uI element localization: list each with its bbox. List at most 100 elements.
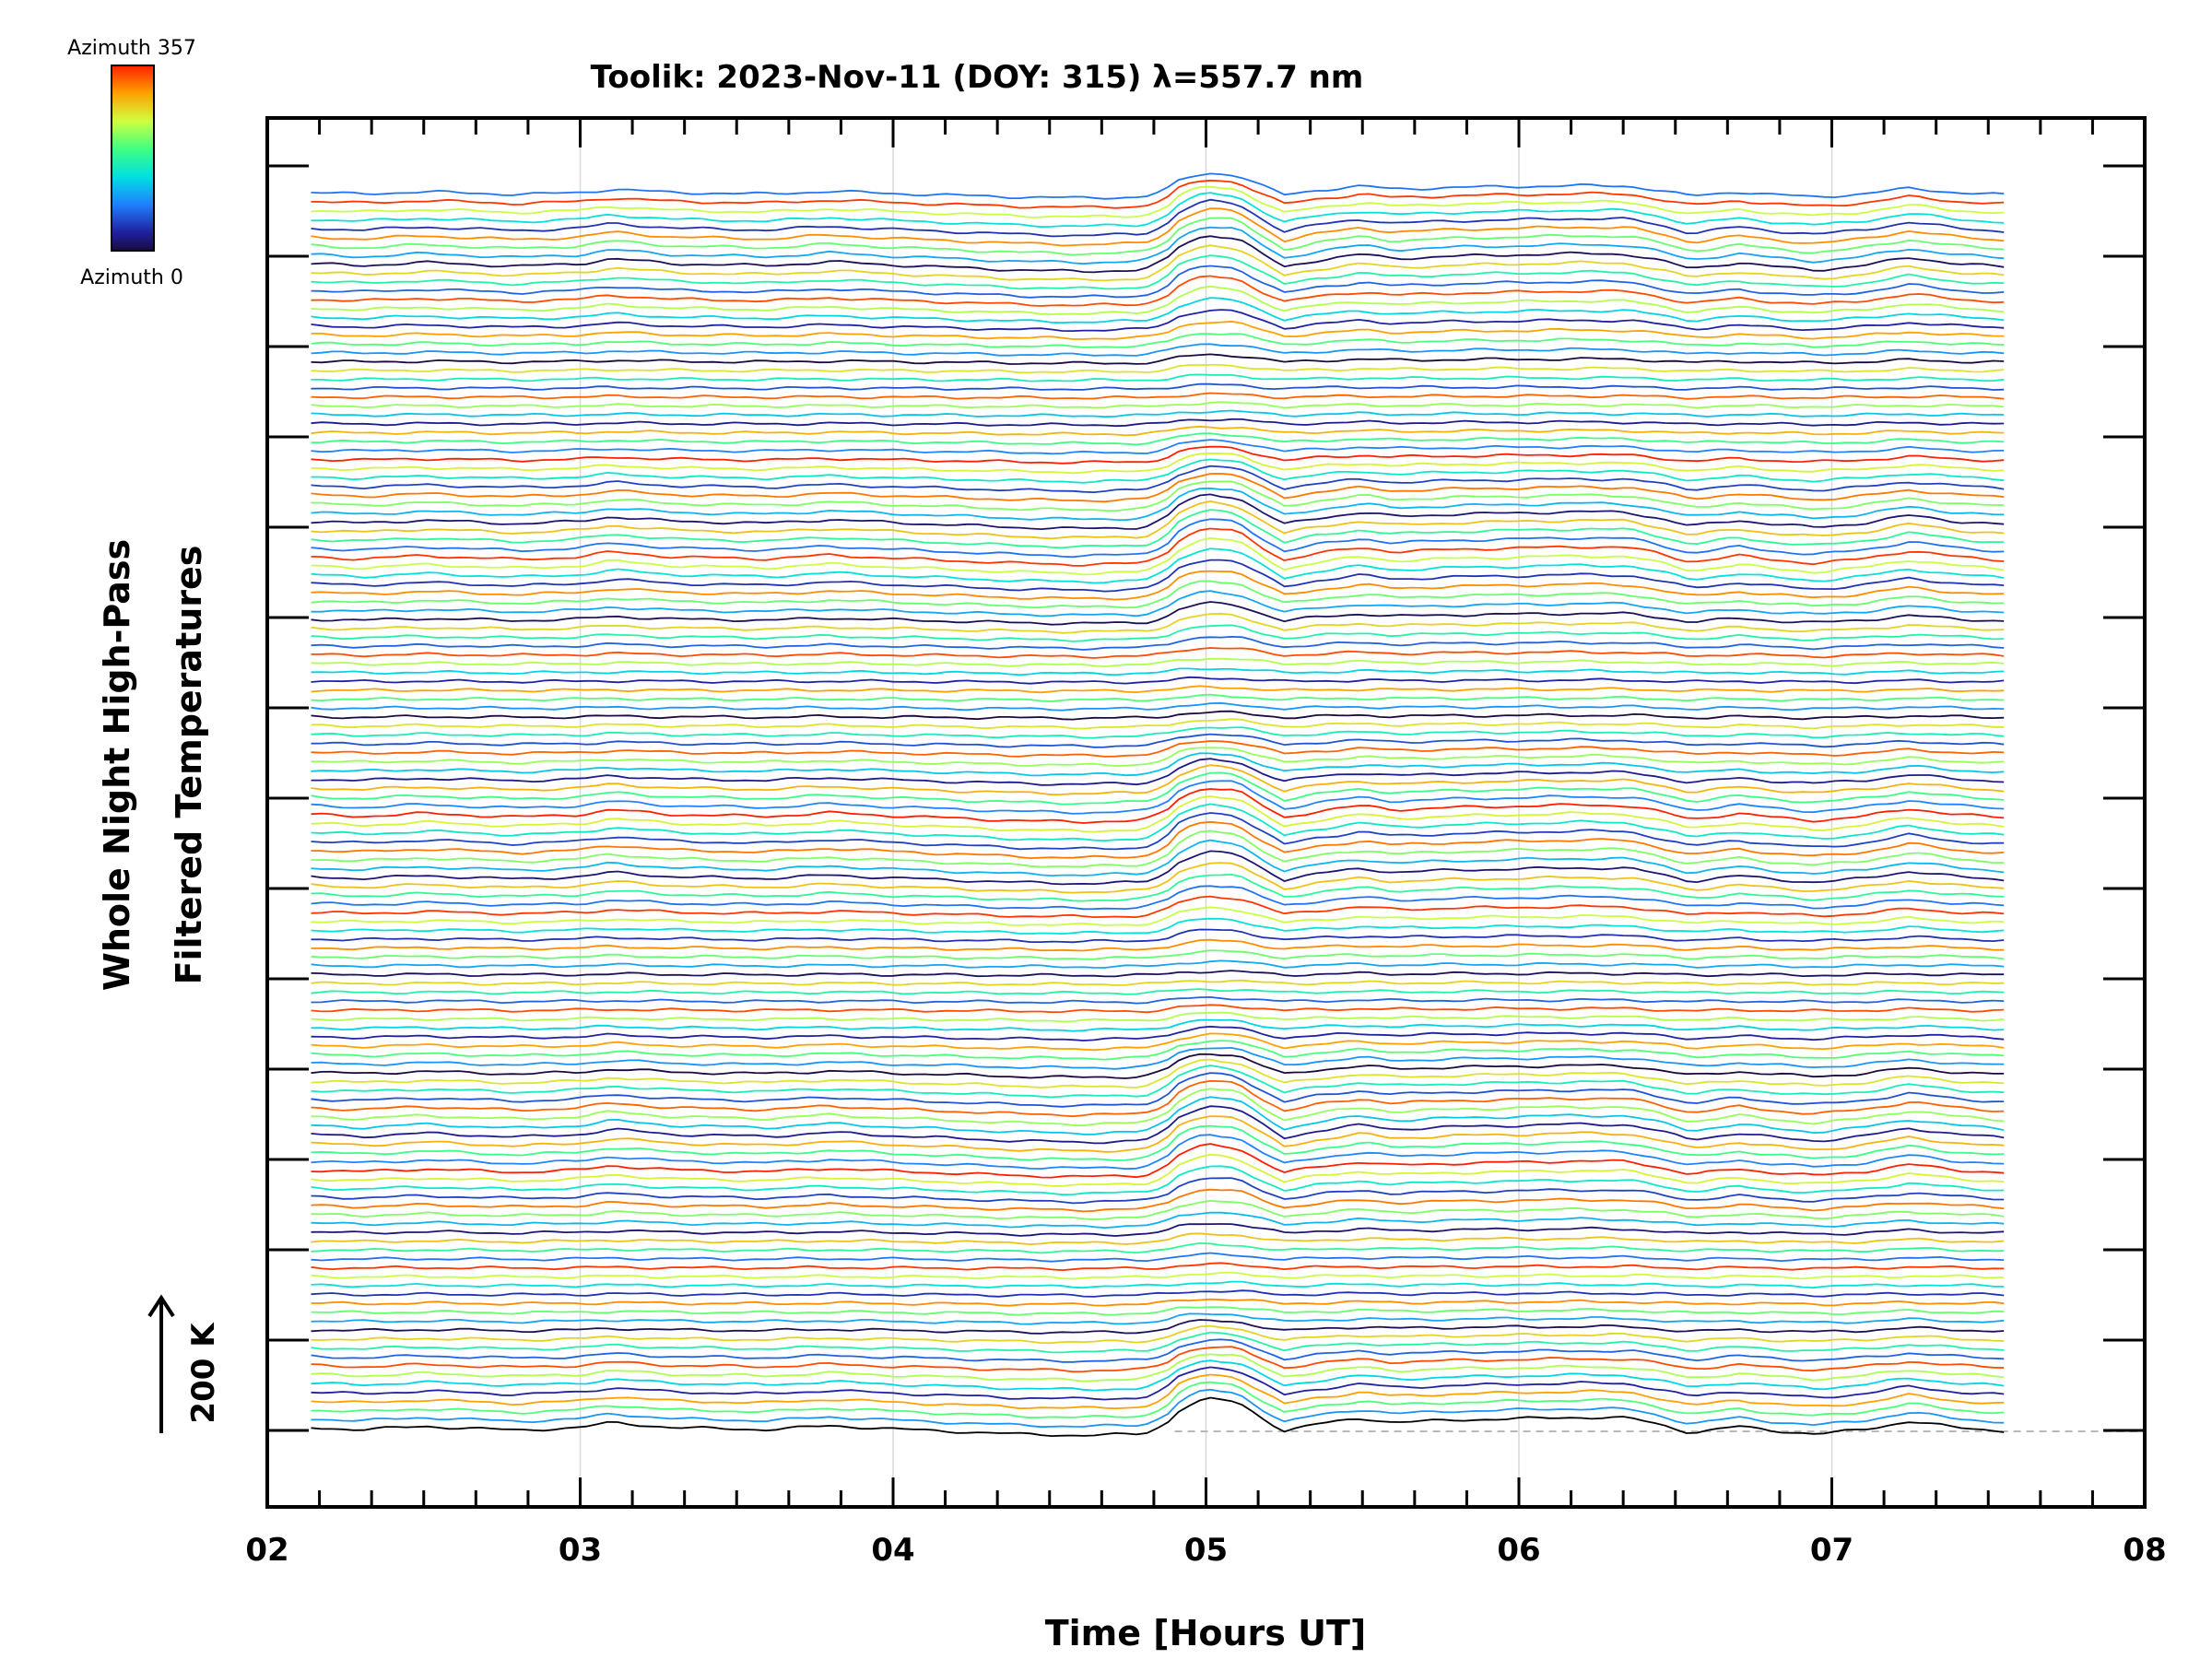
series-line: [311, 970, 2005, 978]
series-line: [311, 527, 2005, 567]
series-line: [311, 1004, 2005, 1014]
series-line: [311, 1373, 2005, 1410]
x-tick-labels: 02 03 04 05 06 07 08: [245, 1532, 2166, 1569]
series-line: [311, 1096, 2005, 1135]
series-lines: [311, 172, 2005, 1438]
series-line: [311, 830, 2005, 868]
y-label-line-1: Whole Night High-Pass: [97, 539, 137, 991]
series-line: [311, 373, 2005, 382]
series-line: [311, 439, 2005, 455]
scale-bar: 200 K: [147, 1294, 222, 1433]
series-line: [311, 1223, 2005, 1237]
series-line: [311, 1143, 2005, 1179]
series-line: [311, 1105, 2005, 1145]
series-line: [311, 244, 2005, 282]
series-line: [311, 726, 2005, 739]
series-line: [311, 254, 2005, 290]
series-line: [311, 959, 2005, 969]
series-line: [311, 1040, 2005, 1061]
series-line: [311, 780, 2005, 815]
series-line: [311, 1115, 2005, 1153]
series-line: [311, 343, 2005, 357]
series-line: [311, 1211, 2005, 1230]
series-line: [311, 667, 2005, 677]
series-line: [311, 192, 2005, 229]
series-line: [311, 1065, 2005, 1099]
series-line: [311, 1124, 2005, 1161]
x-tick-label: 03: [559, 1532, 602, 1569]
series-line: [311, 480, 2005, 512]
series-line: [311, 771, 2005, 806]
series-line: [311, 1298, 2005, 1307]
series-line: [311, 949, 2005, 960]
series-line: [311, 409, 2005, 418]
series-line: [311, 928, 2005, 944]
series-line: [311, 452, 2005, 475]
series-line: [311, 1188, 2005, 1213]
series-line: [311, 701, 2005, 712]
series-line: [311, 1079, 2005, 1118]
series-line: [311, 747, 2005, 768]
series-line: [311, 536, 2005, 576]
scale-label: 200 K: [185, 1322, 222, 1424]
series-line: [311, 873, 2005, 902]
series-line: [311, 917, 2005, 935]
y-axis-label: Whole Night High-Pass Filtered Temperatu…: [97, 539, 209, 991]
series-line: [311, 235, 2005, 274]
series-line: [311, 172, 2005, 200]
series-line: [311, 1046, 2005, 1070]
series-line: [311, 988, 2005, 995]
series-line: [311, 1032, 2005, 1052]
scale-arrow-head: [147, 1294, 175, 1318]
colorbar-bottom-label: Azimuth 0: [80, 266, 183, 289]
series-line: [311, 432, 2005, 446]
series-line: [311, 803, 2005, 842]
series-line: [311, 1053, 2005, 1079]
series-line: [311, 1153, 2005, 1187]
series-line: [311, 788, 2005, 824]
series-line: [311, 1346, 2005, 1373]
series-line: [311, 685, 2005, 694]
series-line: [311, 382, 2005, 391]
series-line: [311, 418, 2005, 428]
series-line: [311, 1381, 2005, 1419]
x-tick-label: 08: [2123, 1532, 2166, 1569]
series-line: [311, 693, 2005, 702]
series-line: [311, 1088, 2005, 1127]
series-line: [311, 547, 2005, 584]
series-line: [311, 794, 2005, 833]
series-line: [311, 1388, 2005, 1429]
series-line: [311, 487, 2005, 522]
series-line: [311, 1165, 2005, 1196]
series-line: [311, 425, 2005, 437]
series-line: [311, 1319, 2005, 1335]
series-line: [311, 612, 2005, 634]
colorbar-top-label: Azimuth 357: [67, 37, 196, 60]
series-line: [311, 217, 2005, 256]
series-line: [311, 309, 2005, 333]
series-line: [311, 392, 2005, 400]
series-line: [311, 285, 2005, 316]
series-line: [311, 906, 2005, 926]
series-line: [311, 275, 2005, 307]
series-line: [311, 1232, 2005, 1246]
series-line: [311, 185, 2005, 218]
series-line: [311, 647, 2005, 659]
series-line: [311, 226, 2005, 265]
series-line: [311, 1324, 2005, 1344]
x-tick-label: 07: [1810, 1532, 1853, 1569]
series-line: [311, 590, 2005, 618]
title-text: Toolik: 2023-Nov-11 (DOY: 315) λ=557.7 n…: [591, 59, 1364, 96]
x-axis-label: Time [Hours UT]: [1045, 1613, 1367, 1653]
series-line: [311, 472, 2005, 503]
series-line: [311, 624, 2005, 642]
series-line: [311, 740, 2005, 758]
series-line: [311, 445, 2005, 465]
series-line: [311, 179, 2005, 209]
series-line: [311, 364, 2005, 374]
series-line: [311, 401, 2005, 409]
y-label-line-2: Filtered Temperatures: [169, 546, 209, 985]
series-line: [311, 657, 2005, 668]
series-line: [311, 493, 2005, 531]
